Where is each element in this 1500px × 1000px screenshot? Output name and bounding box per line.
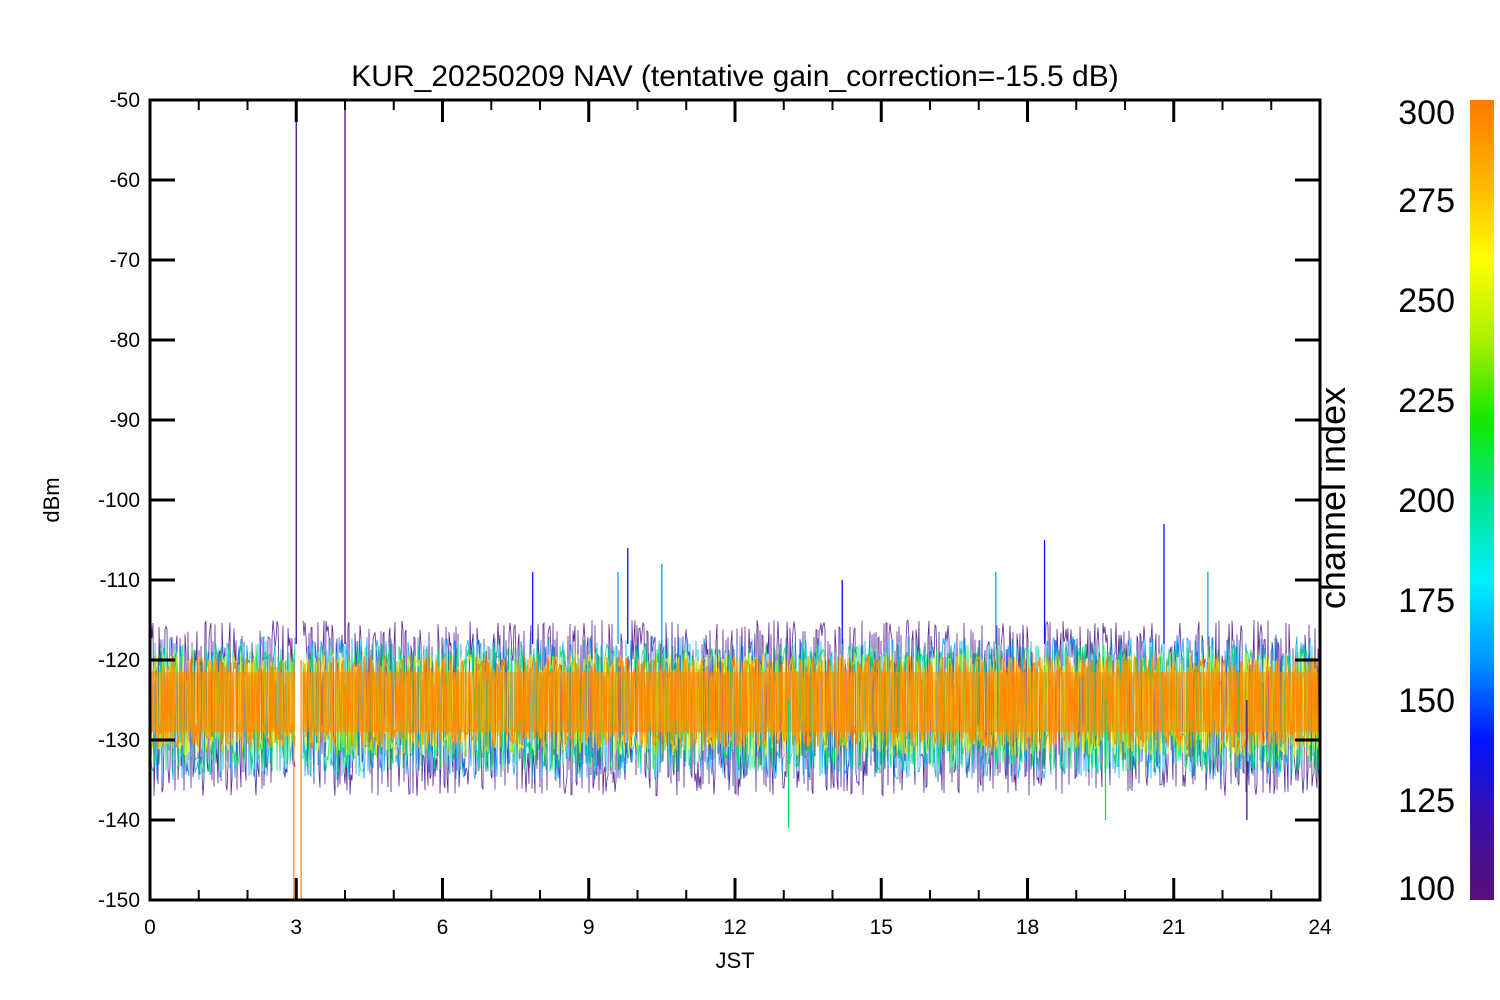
x-tick-label: 15 <box>870 916 893 939</box>
colorbar-tick-label: 175 <box>1398 582 1455 620</box>
y-tick-label: -130 <box>98 729 140 752</box>
y-tick-label: -50 <box>110 89 140 112</box>
colorbar: 300 275 250 225 200 175 150 125 100 <box>1398 94 1494 908</box>
y-tick-label: -140 <box>98 809 140 832</box>
y-axis-label: dBm <box>39 477 64 522</box>
x-tick-label: 18 <box>1016 916 1039 939</box>
x-tick-label: 9 <box>583 916 595 939</box>
colorbar-tick-label: 250 <box>1398 282 1455 320</box>
x-tick-label: 24 <box>1308 916 1332 939</box>
y-tick-label: -120 <box>98 649 140 672</box>
y-tick-label: -70 <box>110 249 140 272</box>
y-tick-label: -90 <box>110 409 140 432</box>
x-tick-label: 0 <box>144 916 156 939</box>
colorbar-label: channel index <box>1312 387 1353 609</box>
chart-title: KUR_20250209 NAV (tentative gain_correct… <box>351 60 1118 93</box>
series-core-right <box>302 672 1320 732</box>
plot-area <box>148 98 1322 902</box>
y-axis: -50 -60 -70 -80 -90 -100 -110 -120 -130 -140 -150 <box>98 89 1320 912</box>
series-core-left <box>150 672 296 732</box>
colorbar-tick-label: 275 <box>1398 182 1455 220</box>
colorbar-tick-label: 300 <box>1398 94 1455 132</box>
colorbar-gradient <box>1470 100 1494 900</box>
colorbar-tick-label: 200 <box>1398 482 1455 520</box>
y-tick-label: -60 <box>110 169 140 192</box>
colorbar-tick-label: 125 <box>1398 782 1455 820</box>
colorbar-tick-label: 150 <box>1398 682 1455 720</box>
colorbar-tick-label: 100 <box>1398 870 1455 908</box>
x-tick-label: 3 <box>290 916 302 939</box>
x-tick-label: 21 <box>1162 916 1185 939</box>
x-axis: 0 3 6 9 12 15 18 21 24 <box>144 100 1332 939</box>
y-tick-label: -150 <box>98 889 140 912</box>
x-tick-label: 12 <box>723 916 746 939</box>
x-tick-label: 6 <box>437 916 449 939</box>
colorbar-tick-label: 225 <box>1398 382 1455 420</box>
y-tick-label: -110 <box>100 569 140 592</box>
x-axis-label: JST <box>715 948 754 973</box>
y-tick-label: -80 <box>110 329 140 352</box>
y-tick-label: -100 <box>98 489 140 512</box>
